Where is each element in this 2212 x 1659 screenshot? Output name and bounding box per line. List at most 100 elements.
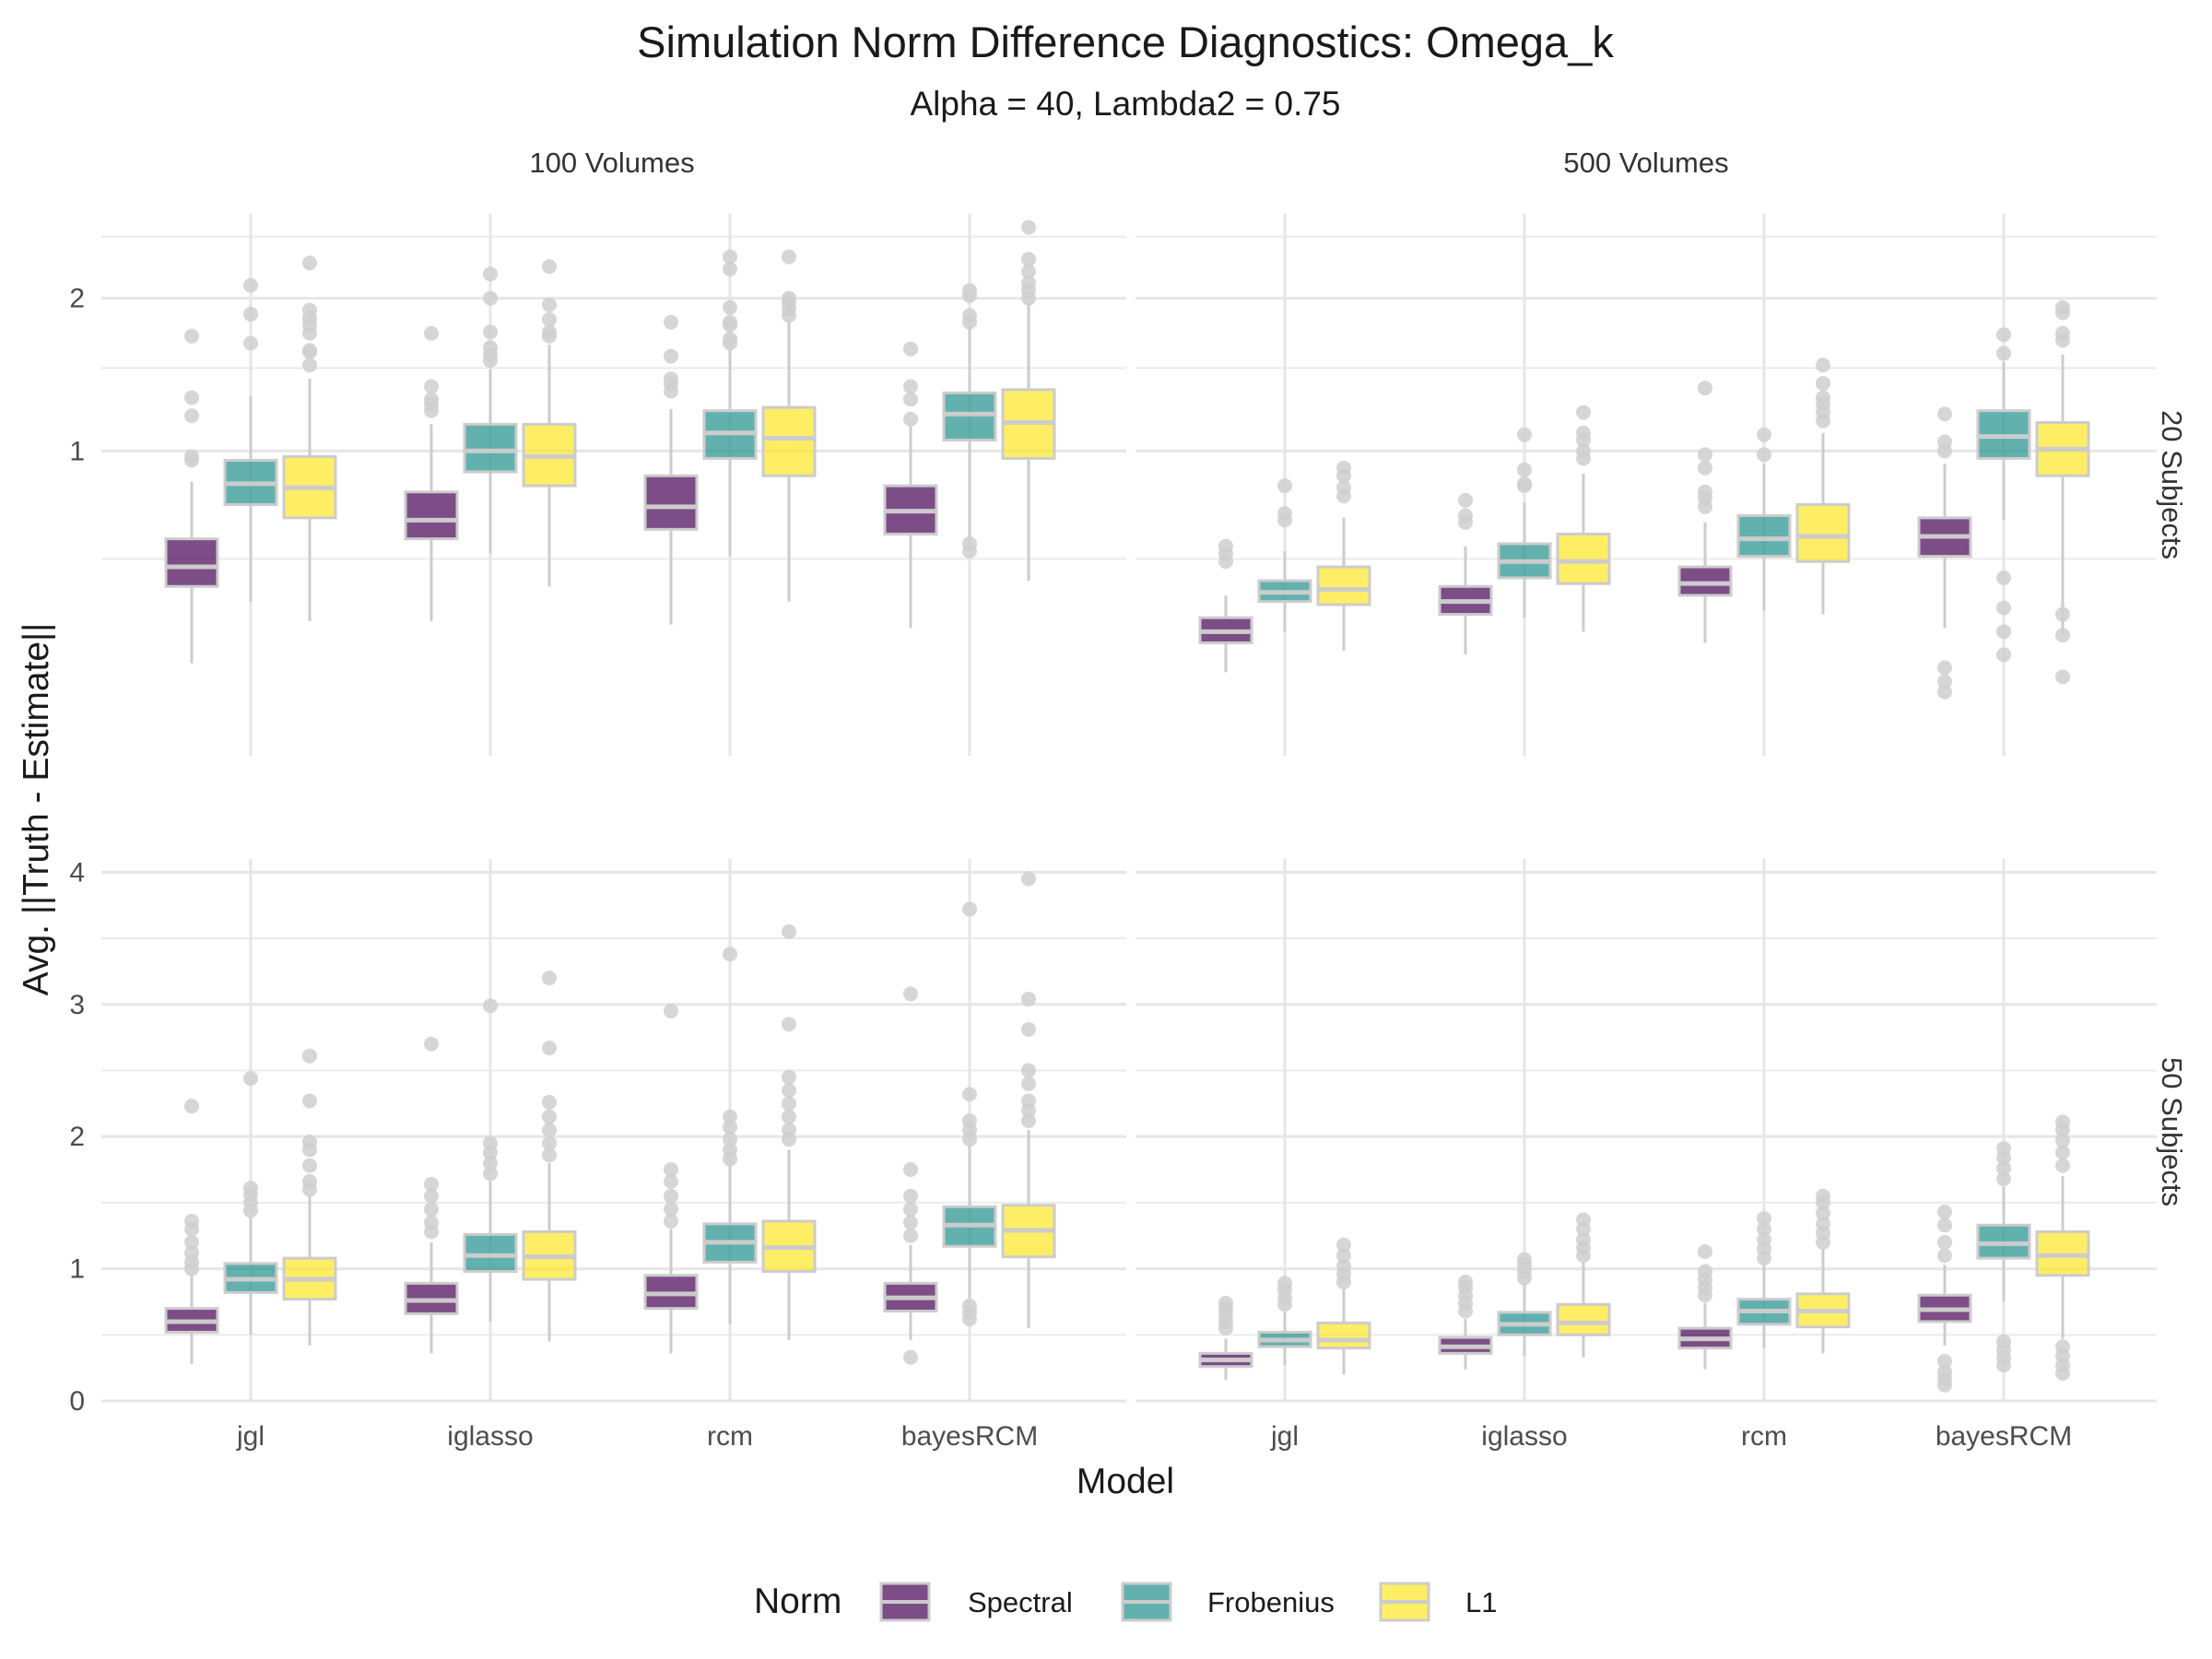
box-iqr [1556,1302,1611,1336]
outlier-point [184,328,199,344]
outlier-point [1937,674,1952,689]
outlier-point [483,266,498,282]
outlier-point [542,1041,557,1056]
facet-panels: 1 2 0 1 2 3 4 jgl iglasso rcm bayesRCM jgl iglasso rc… [69,214,2157,1452]
outlier-point [1937,1248,1952,1264]
strip-row-1: 50 Subjects [2156,1057,2188,1206]
outlier-point [184,1245,199,1261]
box-jgl-frobenius [1257,1276,1312,1366]
outlier-point [903,1228,918,1243]
x-tick-label: bayesRCM [901,1421,1038,1452]
box-iglasso-frobenius [1497,427,1552,618]
outlier-point [184,449,199,465]
outlier-point [903,379,918,394]
outlier-point [1336,1258,1351,1274]
outlier-point [302,1048,317,1064]
outlier-point [1021,252,1036,267]
outlier-point [1996,1141,2011,1157]
x-tick-label: rcm [1741,1421,1787,1452]
outlier-point [1336,1237,1351,1253]
outlier-point [483,998,498,1014]
outlier-point [664,371,678,386]
outlier-point [1937,1204,1952,1219]
box-iglasso-frobenius [1497,1252,1552,1357]
outlier-point [2055,606,2070,622]
box-iglasso-frobenius [463,266,518,554]
x-axis-title: Model [1077,1462,1174,1501]
outlier-point [184,408,199,424]
outlier-point [1996,327,2011,343]
outlier-point [903,1349,918,1365]
outlier-point [302,1173,317,1189]
x-tick-label: jgl [236,1421,265,1452]
box-bayesRCM-spectral [883,986,938,1365]
box-iqr [463,422,518,474]
outlier-point [483,1166,498,1182]
outlier-point [664,1162,678,1178]
box-jgl-frobenius [223,1071,278,1335]
outlier-point [1937,1364,1952,1380]
box-jgl-frobenius [1257,478,1312,632]
outlier-point [962,283,977,299]
strip-col-0: 100 Volumes [529,147,694,179]
outlier-point [2055,1114,2070,1130]
outlier-point [1021,264,1036,279]
outlier-point [903,1188,918,1204]
outlier-point [1021,992,1036,1007]
box-iglasso-spectral [404,325,459,621]
outlier-point [483,1135,498,1151]
outlier-point [1698,460,1712,476]
box-iglasso-l1 [522,971,577,1342]
outlier-point [302,1134,317,1149]
box-iqr [1795,503,1851,563]
outlier-point [1816,1216,1830,1231]
outlier-point [2055,300,2070,315]
box-iqr [761,406,817,477]
legend-items: Spectral Frobenius L1 [879,1582,1497,1622]
outlier-point [302,255,317,271]
outlier-point [1458,508,1473,524]
outlier-point [424,1215,439,1230]
outlier-point [782,1017,796,1032]
outlier-point [664,1173,678,1189]
outlier-point [424,1036,439,1052]
outlier-point [1277,1276,1292,1291]
box-bayesRCM-frobenius [1976,327,2031,663]
outlier-point [1937,1353,1952,1369]
outlier-point [1996,624,2011,640]
outlier-point [1816,358,1830,373]
outlier-point [302,358,317,373]
outlier-point [483,340,498,356]
outlier-point [664,348,678,364]
box-iqr [1677,565,1733,597]
legend-label: L1 [1465,1586,1497,1618]
outlier-point [424,392,439,407]
outlier-point [542,1135,557,1151]
outlier-point [1218,1295,1233,1311]
outlier-point [542,1147,557,1163]
box-iglasso-spectral [404,1036,459,1354]
outlier-point [664,314,678,330]
box-bayesRCM-frobenius [942,283,997,559]
box-rcm-frobenius [702,947,758,1324]
outlier-point [243,335,258,351]
box-rcm-l1 [1795,358,1851,615]
outlier-point [1757,1232,1771,1248]
outlier-point [1937,406,1952,422]
outlier-point [1021,219,1036,235]
outlier-point [2055,325,2070,341]
outlier-point [1698,1243,1712,1259]
outlier-point [1996,1171,2011,1187]
outlier-point [1021,1063,1036,1078]
box-iglasso-l1 [1556,1212,1611,1358]
outlier-point [723,1120,737,1135]
outlier-point [1757,1211,1771,1227]
outlier-point [903,341,918,357]
box-jgl-l1 [1316,1237,1371,1375]
outlier-point [1937,660,1952,676]
outlier-point [1996,647,2011,663]
outlier-point [1576,1232,1591,1248]
outlier-point [542,971,557,986]
outlier-point [302,302,317,318]
